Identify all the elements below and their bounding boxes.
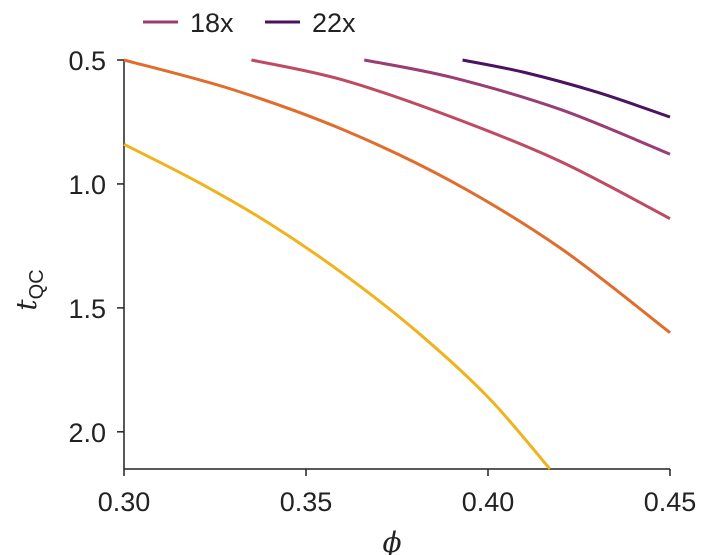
series-line-series-orange bbox=[123, 58, 671, 334]
x-tick-label: 0.45 bbox=[644, 487, 697, 517]
legend: 18x 22x bbox=[143, 8, 356, 38]
y-axis-label: tQC bbox=[10, 269, 48, 310]
x-axis-label: ϕ bbox=[382, 526, 401, 555]
series-group bbox=[123, 58, 671, 470]
series-line-series-yellow bbox=[123, 142, 552, 470]
y-ticks: 0.5 1.0 1.5 2.0 bbox=[68, 46, 124, 448]
series-line-series-rose bbox=[251, 58, 671, 220]
x-ticks: 0.30 0.35 0.40 0.45 bbox=[98, 469, 697, 517]
y-tick-label: 1.5 bbox=[68, 294, 106, 324]
axes: 0.30 0.35 0.40 0.45 0.5 1.0 1.5 2.0 bbox=[68, 46, 696, 517]
y-axis-label-main: t bbox=[10, 299, 43, 311]
y-axis-label-sub: QC bbox=[26, 269, 48, 299]
y-tick-label: 1.0 bbox=[68, 170, 106, 200]
x-tick-label: 0.40 bbox=[462, 487, 515, 517]
y-tick-label: 0.5 bbox=[68, 46, 106, 76]
series-line-22x bbox=[462, 58, 671, 119]
y-tick-label: 2.0 bbox=[68, 418, 106, 448]
legend-label-22x: 22x bbox=[312, 8, 356, 38]
x-tick-label: 0.35 bbox=[280, 487, 333, 517]
legend-label-18x: 18x bbox=[190, 8, 234, 38]
series-line-18x bbox=[363, 58, 671, 156]
x-tick-label: 0.30 bbox=[98, 487, 151, 517]
